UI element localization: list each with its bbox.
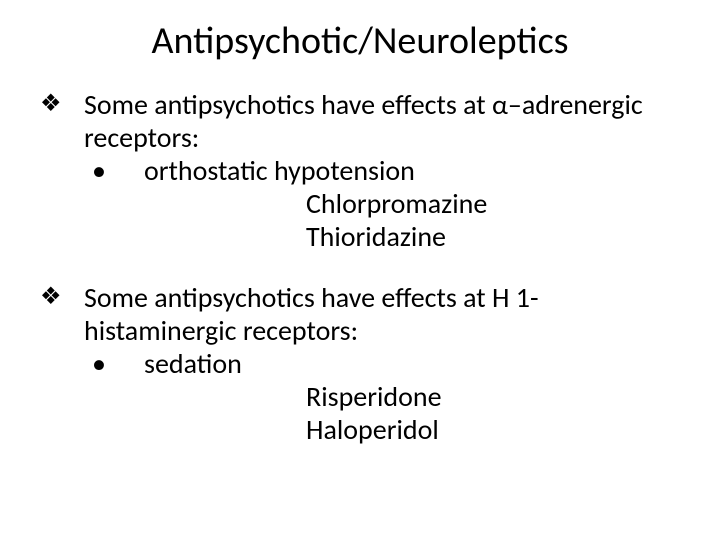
dot-bullet-icon: •	[92, 154, 144, 187]
diamond-bullet-icon: ❖	[40, 281, 84, 312]
example-1-1: Haloperidol	[40, 413, 680, 446]
example-0-1: Thioridazine	[40, 220, 680, 253]
sub-text-1: sedation	[144, 347, 680, 380]
sub-row: • orthostatic hypotension	[40, 154, 680, 187]
main-text-1: Some antipsychotics have effects at H 1­…	[84, 281, 680, 347]
example-0-0: Chlorpromazine	[40, 187, 680, 220]
main-row: ❖ Some antipsychotics have effects at H …	[40, 281, 680, 347]
slide: Antipsychotic/Neuroleptics ❖ Some antips…	[0, 0, 720, 540]
main-text-0: Some antipsychotics have effects at α–ad…	[84, 88, 680, 154]
sub-row: • sedation	[40, 347, 680, 380]
diamond-bullet-icon: ❖	[40, 88, 84, 119]
sub-text-0: orthostatic hypotension	[144, 154, 680, 187]
slide-title: Antipsychotic/Neuroleptics	[40, 18, 680, 64]
bullet-block-0: ❖ Some antipsychotics have effects at α–…	[40, 88, 680, 253]
main-row: ❖ Some antipsychotics have effects at α–…	[40, 88, 680, 154]
dot-bullet-icon: •	[92, 347, 144, 380]
example-1-0: Risperidone	[40, 380, 680, 413]
bullet-block-1: ❖ Some antipsychotics have effects at H …	[40, 281, 680, 446]
